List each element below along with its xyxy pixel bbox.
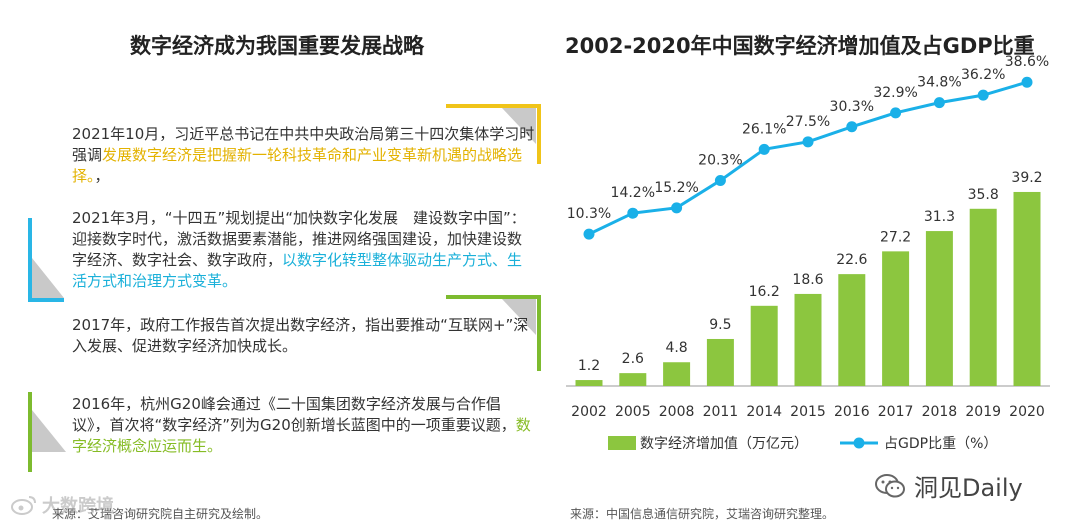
bar-2017 bbox=[882, 251, 910, 386]
bar-2018 bbox=[925, 231, 953, 386]
chart-source: 来源：中国信息通信研究院，艾瑞咨询研究整理。 bbox=[570, 507, 835, 521]
line-label-2019: 36.2% bbox=[961, 67, 1005, 83]
bar-2016 bbox=[838, 274, 866, 386]
bar-2005 bbox=[619, 373, 647, 386]
line-point-2015 bbox=[802, 136, 814, 148]
bar-label-2020: 39.2 bbox=[1011, 170, 1042, 186]
legend-line-label: 占GDP比重（%） bbox=[884, 436, 997, 452]
legend-line-marker bbox=[853, 437, 865, 449]
bar-2002 bbox=[575, 380, 603, 386]
card-text: 2017年，政府工作报告首次提出数字经济，指出要推动“互联网+”深入发展、促进数… bbox=[72, 316, 529, 355]
bar-label-2008: 4.8 bbox=[665, 340, 687, 356]
bar-2008 bbox=[663, 362, 691, 386]
line-point-2016 bbox=[846, 121, 858, 133]
bar-2011 bbox=[706, 338, 734, 386]
card-corner-green bbox=[446, 295, 541, 371]
policy-card-2021-mar: 2021年3月，“十四五”规划提出“加快数字化发展 建设数字中国”：迎接数字时代… bbox=[28, 208, 541, 302]
bar-label-2019: 35.8 bbox=[968, 187, 999, 203]
weibo-logo-icon bbox=[11, 496, 36, 515]
bar-2019 bbox=[969, 208, 997, 386]
policy-card-2016: 2016年，杭州G20峰会通过《二十国集团数字经济发展与合作倡议》，首次将“数字… bbox=[28, 392, 541, 472]
line-series bbox=[588, 80, 1028, 236]
legend-bar-swatch bbox=[608, 436, 636, 450]
x-tick-2020: 2020 bbox=[1009, 404, 1045, 420]
watermark-right-text: 洞见Daily bbox=[914, 474, 1023, 502]
bar-2014 bbox=[750, 305, 778, 386]
x-tick-2016: 2016 bbox=[834, 404, 870, 420]
watermark-left: 大数跨境 bbox=[10, 492, 114, 518]
card-highlight: 以数字化转型整体驱动生产方式、生活方式和治理方式变革。 bbox=[72, 251, 523, 290]
bar-label-2011: 9.5 bbox=[709, 317, 731, 333]
card-text: 2021年3月，“十四五”规划提出“加快数字化发展 建设数字中国”：迎接数字时代… bbox=[72, 209, 526, 269]
bar-label-2016: 22.6 bbox=[836, 252, 867, 268]
card-text: 2016年，杭州G20峰会通过《二十国集团数字经济发展与合作倡议》，首次将“数字… bbox=[72, 395, 516, 434]
bar-label-2005: 2.6 bbox=[622, 351, 644, 367]
left-title: 数字经济成为我国重要发展战略 bbox=[130, 34, 424, 58]
bar-label-2018: 31.3 bbox=[924, 209, 955, 225]
wechat-logo-icon bbox=[875, 473, 905, 497]
line-label-2017: 32.9% bbox=[873, 85, 917, 101]
policy-card-2021-oct: 2021年10月，习近平总书记在中共中央政治局第三十四次集体学习时强调发展数字经… bbox=[36, 104, 541, 187]
chart-title: 2002-2020年中国数字经济增加值及占GDP比重 bbox=[565, 34, 1035, 58]
line-point-2018 bbox=[933, 97, 945, 109]
line-label-2014: 26.1% bbox=[742, 121, 786, 137]
x-tick-2015: 2015 bbox=[790, 404, 826, 420]
line-label-2002: 10.3% bbox=[567, 206, 611, 222]
bar-label-2017: 27.2 bbox=[880, 229, 911, 245]
x-tick-2011: 2011 bbox=[703, 404, 739, 420]
line-label-2016: 30.3% bbox=[830, 99, 874, 115]
left-source: 来源：艾瑞咨询研究院自主研究及绘制。 bbox=[52, 507, 269, 521]
bar-2015 bbox=[794, 293, 822, 386]
card-corner-green-left bbox=[28, 392, 66, 472]
line-label-2011: 20.3% bbox=[698, 152, 742, 168]
bar-label-2002: 1.2 bbox=[578, 358, 600, 374]
line-point-2002 bbox=[583, 228, 595, 240]
watermark-right: 洞见Daily bbox=[874, 468, 1023, 503]
x-tick-2008: 2008 bbox=[659, 404, 695, 420]
bar-label-2015: 18.6 bbox=[792, 272, 823, 288]
line-point-2017 bbox=[890, 107, 902, 119]
line-point-2005 bbox=[627, 207, 639, 219]
x-tick-2002: 2002 bbox=[571, 404, 607, 420]
line-point-2019 bbox=[977, 89, 989, 101]
x-tick-2014: 2014 bbox=[746, 404, 782, 420]
policy-card-2017: 2017年，政府工作报告首次提出数字经济，指出要推动“互联网+”深入发展、促进数… bbox=[36, 295, 541, 371]
line-point-2011 bbox=[714, 174, 726, 186]
legend-bar-label: 数字经济增加值（万亿元） bbox=[640, 436, 808, 452]
card-corner-blue bbox=[28, 218, 64, 302]
watermark-left-text: 大数跨境 bbox=[42, 496, 114, 517]
line-label-2005: 14.2% bbox=[611, 185, 655, 201]
x-tick-2019: 2019 bbox=[965, 404, 1001, 420]
line-label-2018: 34.8% bbox=[917, 75, 961, 91]
bar-2020 bbox=[1013, 191, 1041, 386]
line-point-2020 bbox=[1021, 76, 1033, 88]
line-label-2008: 15.2% bbox=[654, 180, 698, 196]
line-point-2008 bbox=[671, 202, 683, 214]
x-tick-2005: 2005 bbox=[615, 404, 651, 420]
card-text-tail: ， bbox=[94, 167, 110, 185]
line-point-2014 bbox=[758, 143, 770, 155]
card-text: 2021年10月，习近平总书记在中共中央政治局第三十四次集体学习时强调 bbox=[72, 125, 535, 164]
card-highlight: 发展数字经济是把握新一轮科技革命和产业变革新机遇的战略选择。 bbox=[72, 146, 523, 185]
card-corner-yellow bbox=[446, 104, 541, 164]
x-tick-2017: 2017 bbox=[878, 404, 914, 420]
line-label-2015: 27.5% bbox=[786, 114, 830, 130]
x-tick-2018: 2018 bbox=[922, 404, 958, 420]
card-highlight: 数字经济概念应运而生。 bbox=[72, 416, 531, 455]
bar-label-2014: 16.2 bbox=[749, 284, 780, 300]
